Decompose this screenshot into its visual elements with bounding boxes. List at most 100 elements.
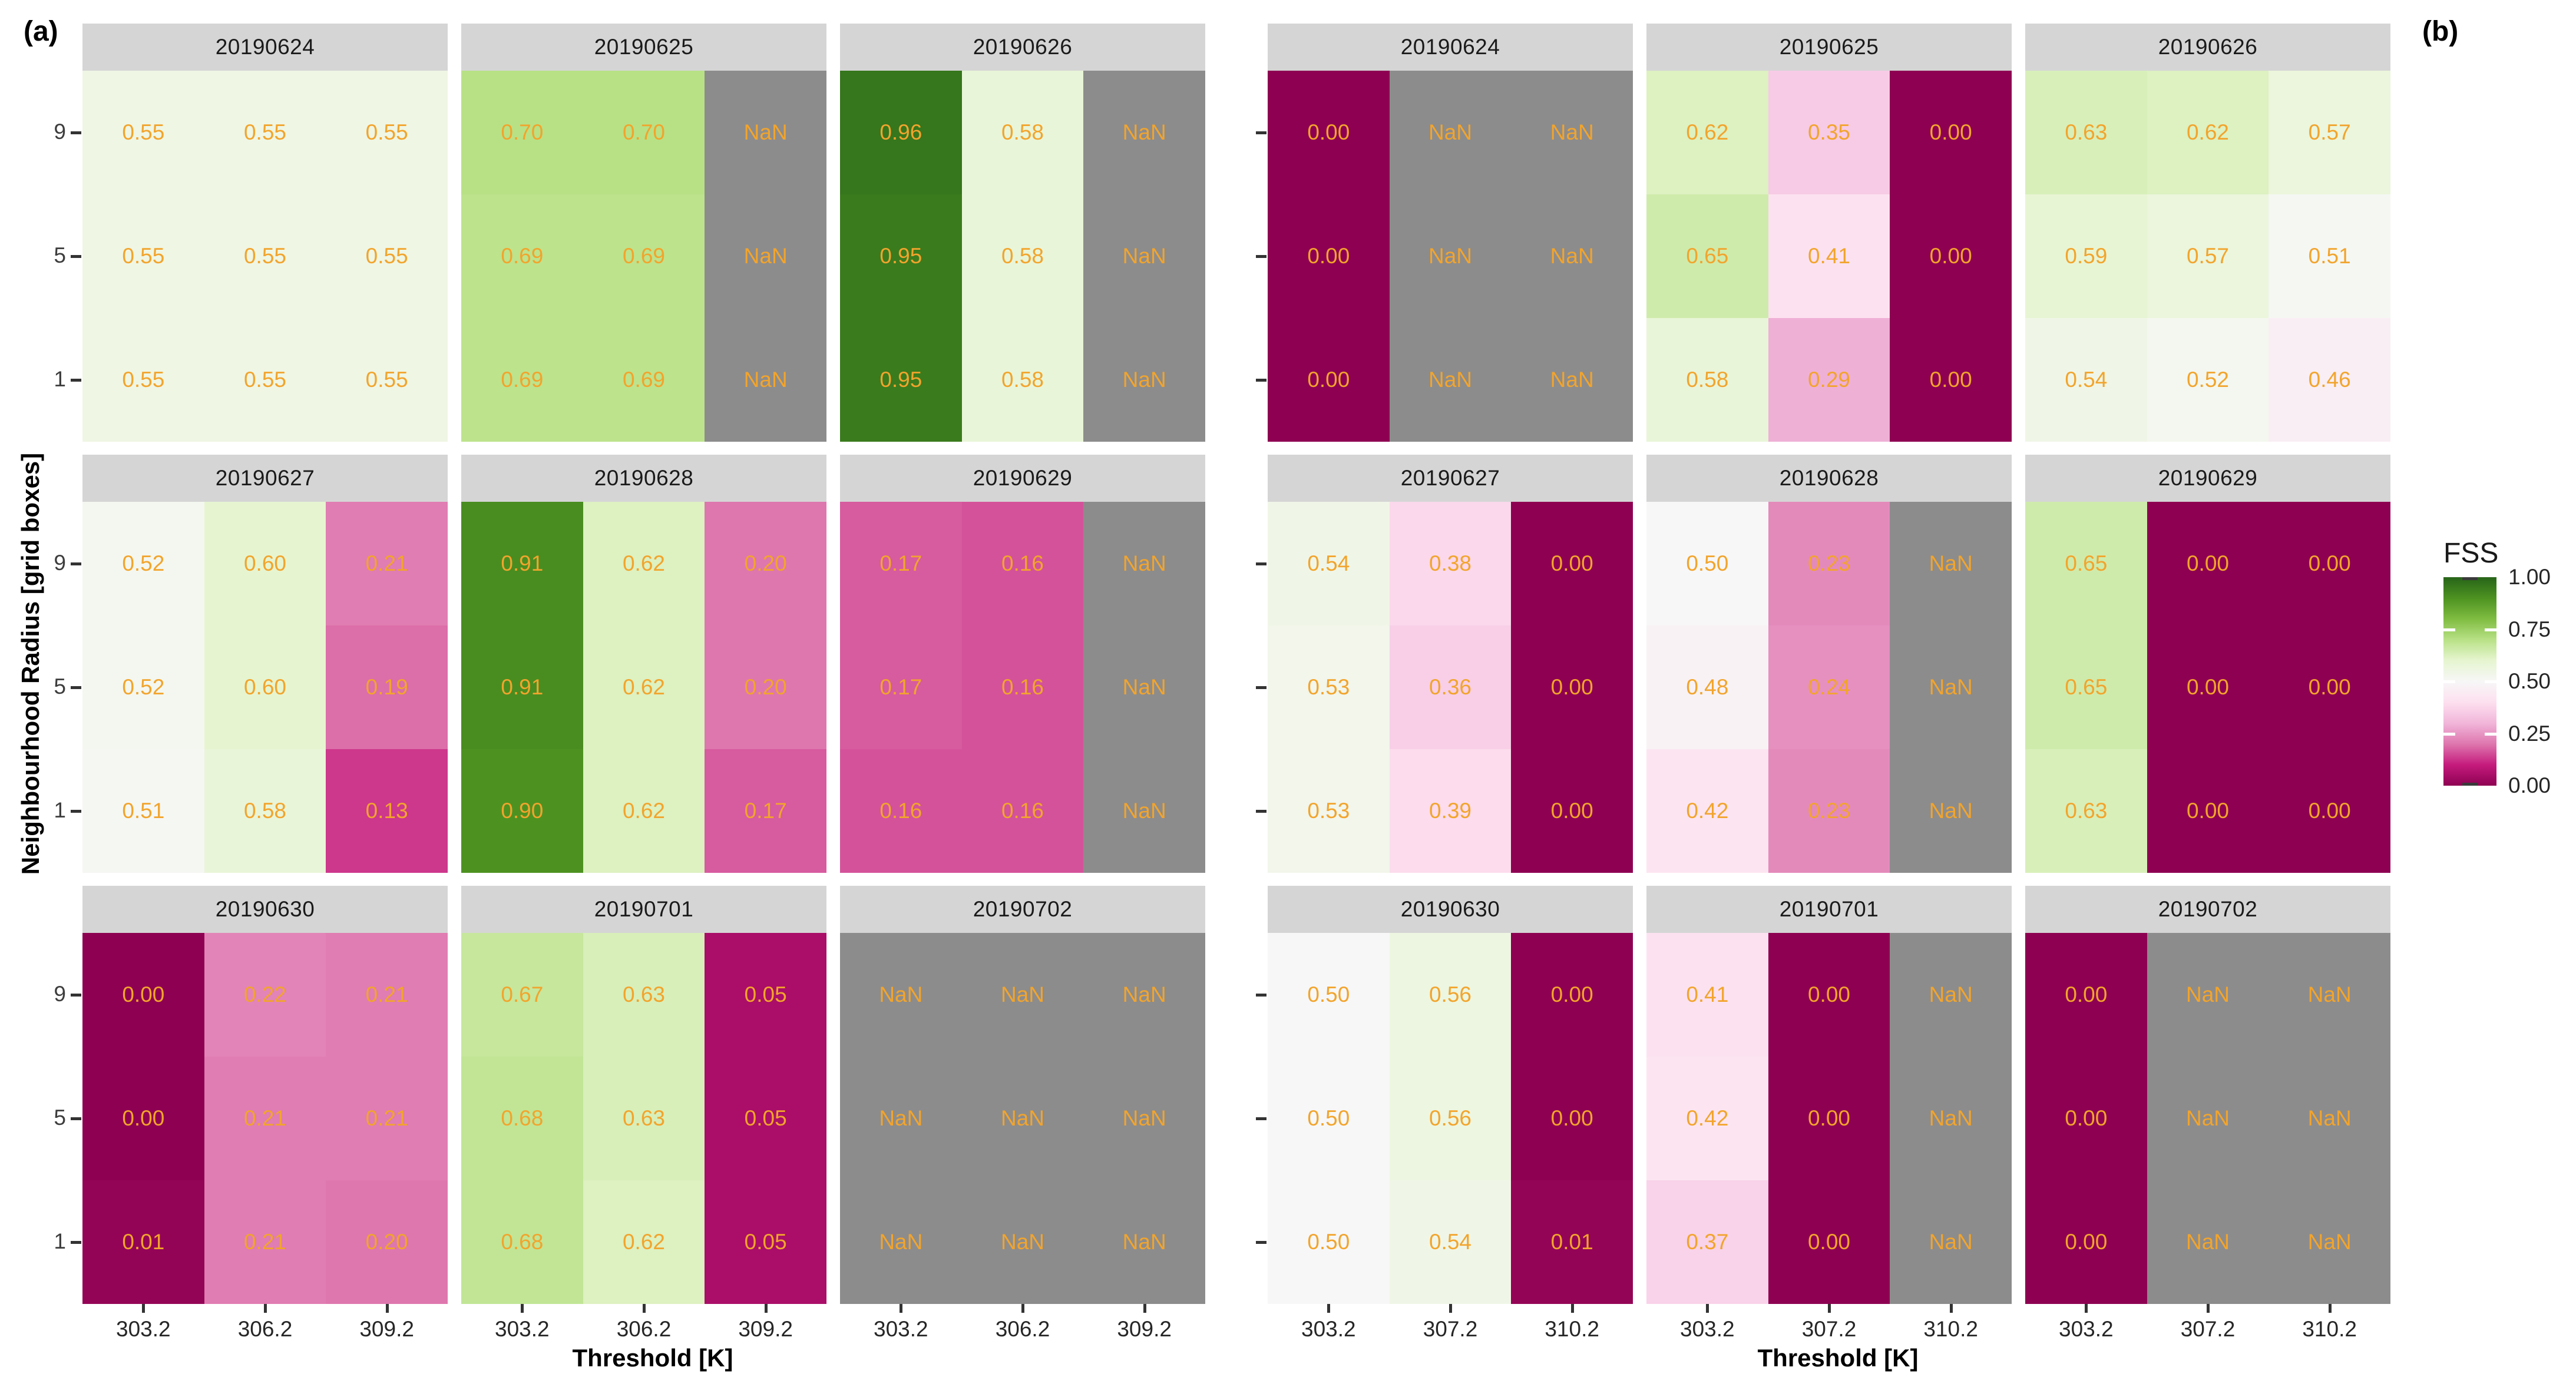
- heatmap-cell: 0.29: [1768, 318, 1890, 442]
- cell-value: NaN: [2307, 1230, 2352, 1254]
- cell-value: 0.42: [1686, 1106, 1729, 1130]
- cell-value: 0.53: [1307, 675, 1350, 699]
- cell-value: NaN: [743, 368, 788, 392]
- cell-value: 0.55: [243, 368, 286, 392]
- x-tick-mark: [1327, 1304, 1331, 1313]
- cell-value: NaN: [1929, 1106, 1973, 1130]
- heatmap-cell: 0.52: [82, 625, 204, 749]
- heatmap-cell: 0.00: [1511, 625, 1633, 749]
- cell-value: 0.68: [501, 1106, 544, 1130]
- facet-date-label: 20190702: [2158, 897, 2258, 921]
- y-tick-mark: [71, 1117, 81, 1120]
- facet-cells: 0.00 0.22 0.21 0.00 0.21 0.21 0.01 0.21 0.20: [82, 933, 448, 1304]
- heatmap-cell: 0.20: [705, 625, 826, 749]
- heatmap-cell: 0.51: [82, 749, 204, 873]
- cell-value: 0.69: [501, 244, 544, 268]
- heatmap-cell: 0.16: [840, 749, 962, 873]
- y-tick-mark: [71, 994, 81, 997]
- heatmap-cell: 0.63: [583, 933, 705, 1057]
- heatmap-cell: 0.56: [1389, 933, 1512, 1057]
- cell-value: 0.42: [1686, 799, 1729, 823]
- cell-value: 0.67: [501, 982, 544, 1007]
- legend-title: FSS: [2443, 538, 2499, 569]
- cell-value: NaN: [1550, 244, 1594, 268]
- heatmap-cell: NaN: [1389, 318, 1512, 442]
- heatmap-cell: 0.38: [1389, 502, 1512, 625]
- x-tick-mark: [1706, 1304, 1709, 1313]
- heatmap-cell: 0.00: [82, 1057, 204, 1180]
- heatmap-cell: 0.50: [1268, 1180, 1390, 1304]
- x-tick-mark: [900, 1304, 903, 1313]
- cell-value: NaN: [2185, 982, 2230, 1007]
- cell-value: NaN: [1122, 368, 1166, 392]
- heatmap-cell: NaN: [961, 1057, 1084, 1180]
- heatmap-cell: 0.21: [326, 502, 448, 625]
- heatmap-cell: NaN: [1083, 933, 1205, 1057]
- x-tick-mark: [1949, 1304, 1953, 1313]
- cell-value: 0.52: [122, 551, 165, 575]
- heatmap-cell: NaN: [1083, 502, 1205, 625]
- heatmap-cell: 0.58: [961, 318, 1084, 442]
- heatmap-cell: 0.00: [1268, 71, 1390, 194]
- facet-20190627: 20190627 0.54 0.38 0.00 0.53 0.36 0.00 0.53 0.39…: [1268, 455, 1633, 873]
- cell-value: 0.00: [1550, 551, 1593, 575]
- y-tick-label: 1: [54, 367, 66, 391]
- heatmap-cell: 0.46: [2269, 318, 2390, 442]
- y-tick-label: 5: [54, 243, 66, 267]
- cell-value: 0.60: [243, 675, 286, 699]
- x-tick-label: 306.2: [995, 1317, 1050, 1341]
- facet-strip: 20190626: [840, 24, 1205, 71]
- cell-value: 0.55: [243, 120, 286, 144]
- facet-strip: 20190627: [82, 455, 448, 502]
- facet-strip: 20190624: [1268, 24, 1633, 71]
- heatmap-cell: 0.35: [1768, 71, 1890, 194]
- heatmap-cell: 0.16: [961, 502, 1084, 625]
- y-tick-mark: [71, 1241, 81, 1244]
- heatmap-cell: 0.55: [326, 194, 448, 318]
- heatmap-cell: NaN: [2147, 933, 2269, 1057]
- heatmap-cell: 0.55: [204, 318, 326, 442]
- heatmap-cell: NaN: [1083, 318, 1205, 442]
- cell-value: 0.56: [1428, 1106, 1471, 1130]
- cell-value: 0.95: [879, 244, 922, 268]
- heatmap-cell: 0.57: [2269, 71, 2390, 194]
- heatmap-cell: 0.54: [2025, 318, 2147, 442]
- cell-value: 0.00: [1307, 244, 1350, 268]
- heatmap-cell: 0.63: [2025, 749, 2147, 873]
- cell-value: NaN: [879, 982, 923, 1007]
- heatmap-cell: 0.62: [583, 625, 705, 749]
- heatmap-cell: NaN: [2147, 1180, 2269, 1304]
- facet-strip: 20190625: [1646, 24, 2012, 71]
- cell-value: 0.58: [1001, 368, 1044, 392]
- heatmap-cell: 0.58: [961, 194, 1084, 318]
- x-tick-mark: [142, 1304, 146, 1313]
- heatmap-cell: 0.63: [2025, 71, 2147, 194]
- heatmap-cell: NaN: [961, 1180, 1084, 1304]
- facet-20190702: 20190702 0.00 NaN NaN 0.00 NaN NaN 0.00 NaN NaN: [2025, 886, 2390, 1304]
- cell-value: NaN: [743, 244, 788, 268]
- facet-strip: 20190628: [1646, 455, 2012, 502]
- heatmap-cell: 0.50: [1268, 1057, 1390, 1180]
- heatmap-cell: NaN: [2269, 933, 2390, 1057]
- heatmap-cell: 0.00: [1768, 1057, 1890, 1180]
- cell-value: 0.00: [2186, 551, 2229, 575]
- heatmap-cell: 0.96: [840, 71, 962, 194]
- facet-20190628: 20190628 0.91 0.62 0.20 0.91 0.62 0.20 0.90 0.62…: [461, 455, 826, 873]
- facet-20190630: 20190630 0.00 0.22 0.21 0.00 0.21 0.21 0.01 0.21…: [82, 886, 448, 1304]
- cell-value: 0.19: [365, 675, 408, 699]
- cell-value: NaN: [1550, 120, 1594, 144]
- x-tick-mark: [1570, 1304, 1574, 1313]
- facet-20190627: 20190627 0.52 0.60 0.21 0.52 0.60 0.19 0.51 0.58…: [82, 455, 448, 873]
- facet-strip: 20190630: [82, 886, 448, 933]
- cell-value: 0.41: [1807, 244, 1850, 268]
- cell-value: 0.51: [2308, 244, 2351, 268]
- heatmap-cell: 0.00: [2269, 502, 2390, 625]
- facet-cells: 0.63 0.62 0.57 0.59 0.57 0.51 0.54 0.52 0.46: [2025, 71, 2390, 442]
- cell-value: 0.38: [1428, 551, 1471, 575]
- y-tick-mark: [1256, 379, 1266, 382]
- heatmap-cell: 0.55: [82, 194, 204, 318]
- heatmap-cell: 0.20: [705, 502, 826, 625]
- cell-value: 0.58: [243, 799, 286, 823]
- heatmap-cell: 0.00: [1511, 1057, 1633, 1180]
- heatmap-cell: 0.55: [204, 194, 326, 318]
